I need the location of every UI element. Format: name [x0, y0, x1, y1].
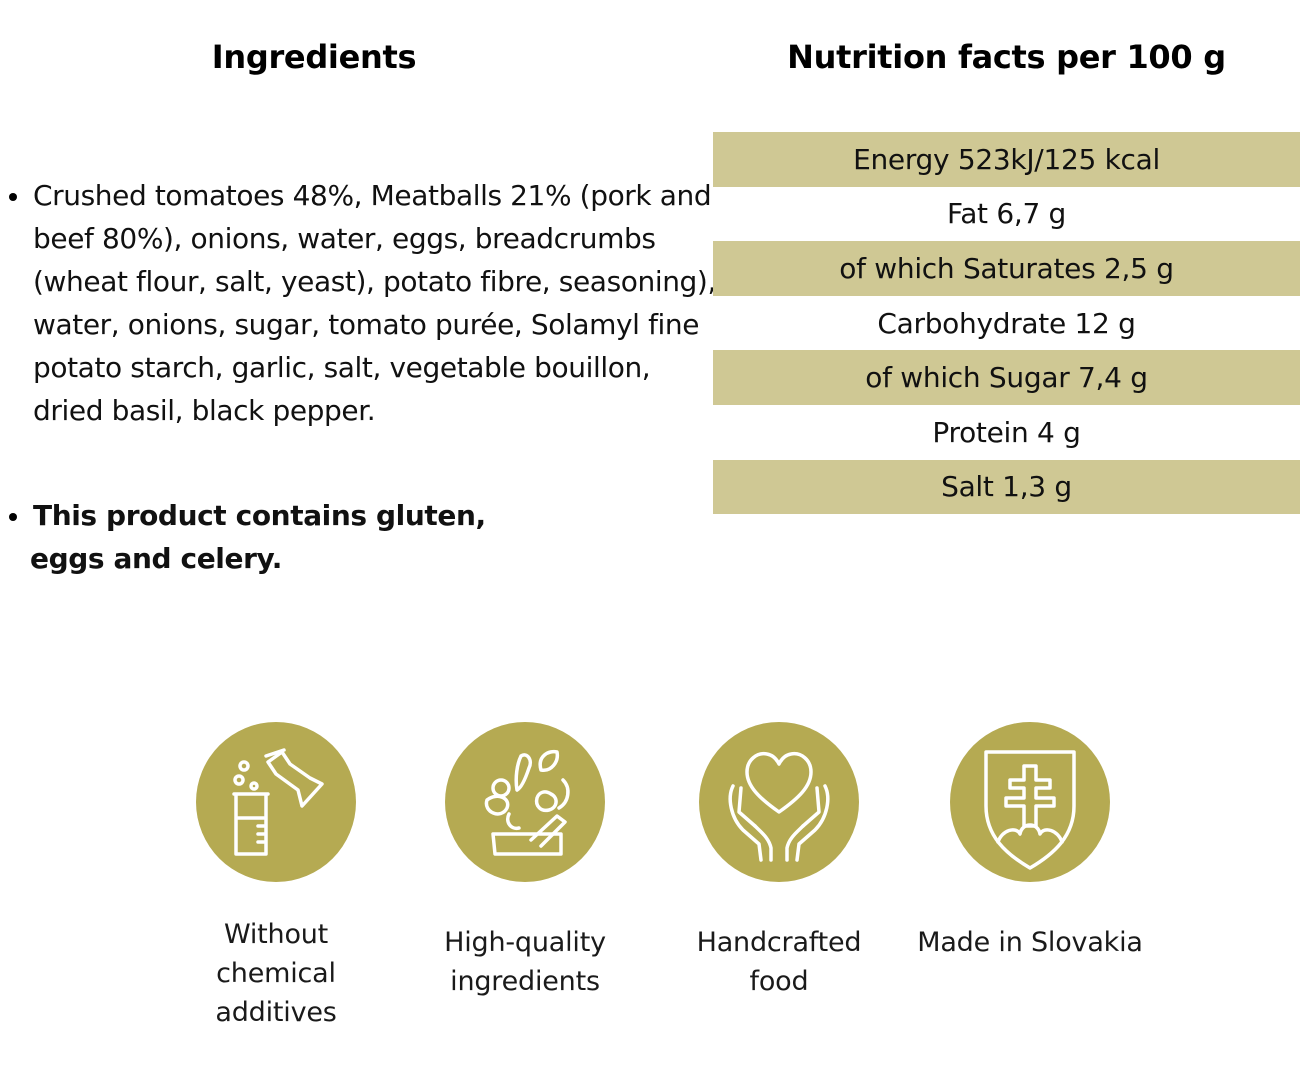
nutrition-salt: Salt 1,3 g [713, 459, 1300, 515]
nutrition-saturates: of which Saturates 2,5 g [713, 241, 1300, 296]
nutrition-heading: Nutrition facts per 100 g [787, 38, 1226, 76]
badge-label-line: additives [215, 997, 337, 1028]
badge-handcrafted: Handcrafted food [654, 722, 904, 1001]
badge-label-line: Without [223, 919, 329, 950]
badge-label-line: ingredients [450, 966, 600, 997]
nutrition-energy: Energy 523kJ/125 kcal [713, 132, 1300, 187]
allergen-line-2: eggs and celery. [30, 542, 283, 575]
badge-no-additives: Without chemical additives [151, 722, 401, 1032]
badge-label-line: food [749, 966, 809, 997]
nutrition-row: Fat 6,7 g [713, 186, 1300, 242]
badge-label-line: Handcrafted [696, 927, 862, 958]
badge-label-line: Made in Slovakia [917, 927, 1143, 958]
nutrition-row: Carbohydrate 12 g [713, 295, 1300, 351]
nutrition-sugar: of which Sugar 7,4 g [713, 350, 1300, 405]
nutrition-protein: Protein 4 g [713, 404, 1300, 460]
allergen-line-1: This product contains gluten, [33, 499, 486, 532]
badge-label-line: chemical [216, 958, 336, 989]
nutrition-row: Energy 523kJ/125 kcal [713, 132, 1300, 187]
badge-label-line: High-quality [444, 927, 606, 958]
badge-made-in-slovakia: Made in Slovakia [905, 722, 1155, 962]
ingredients-text: Crushed tomatoes 48%, Meatballs 21% (por… [9, 174, 723, 432]
nutrition-carbohydrate: Carbohydrate 12 g [713, 295, 1300, 351]
nutrition-row: Salt 1,3 g [713, 459, 1300, 515]
chemistry-flask-icon [196, 722, 356, 882]
badge-quality-ingredients: High-quality ingredients [400, 722, 650, 1001]
nutrition-row: of which Sugar 7,4 g [713, 350, 1300, 405]
nutrition-row: Protein 4 g [713, 404, 1300, 460]
fresh-produce-icon [445, 722, 605, 882]
heart-in-hands-icon [699, 722, 859, 882]
allergen-statement: This product contains gluten, eggs and c… [9, 494, 723, 580]
nutrition-table: Energy 523kJ/125 kcal Fat 6,7 g of which… [713, 132, 1300, 515]
slovak-coat-of-arms-icon [950, 722, 1110, 882]
ingredients-heading: Ingredients [211, 38, 417, 76]
nutrition-fat: Fat 6,7 g [713, 186, 1300, 242]
nutrition-row: of which Saturates 2,5 g [713, 241, 1300, 296]
ingredients-list: Crushed tomatoes 48%, Meatballs 21% (por… [0, 174, 723, 580]
